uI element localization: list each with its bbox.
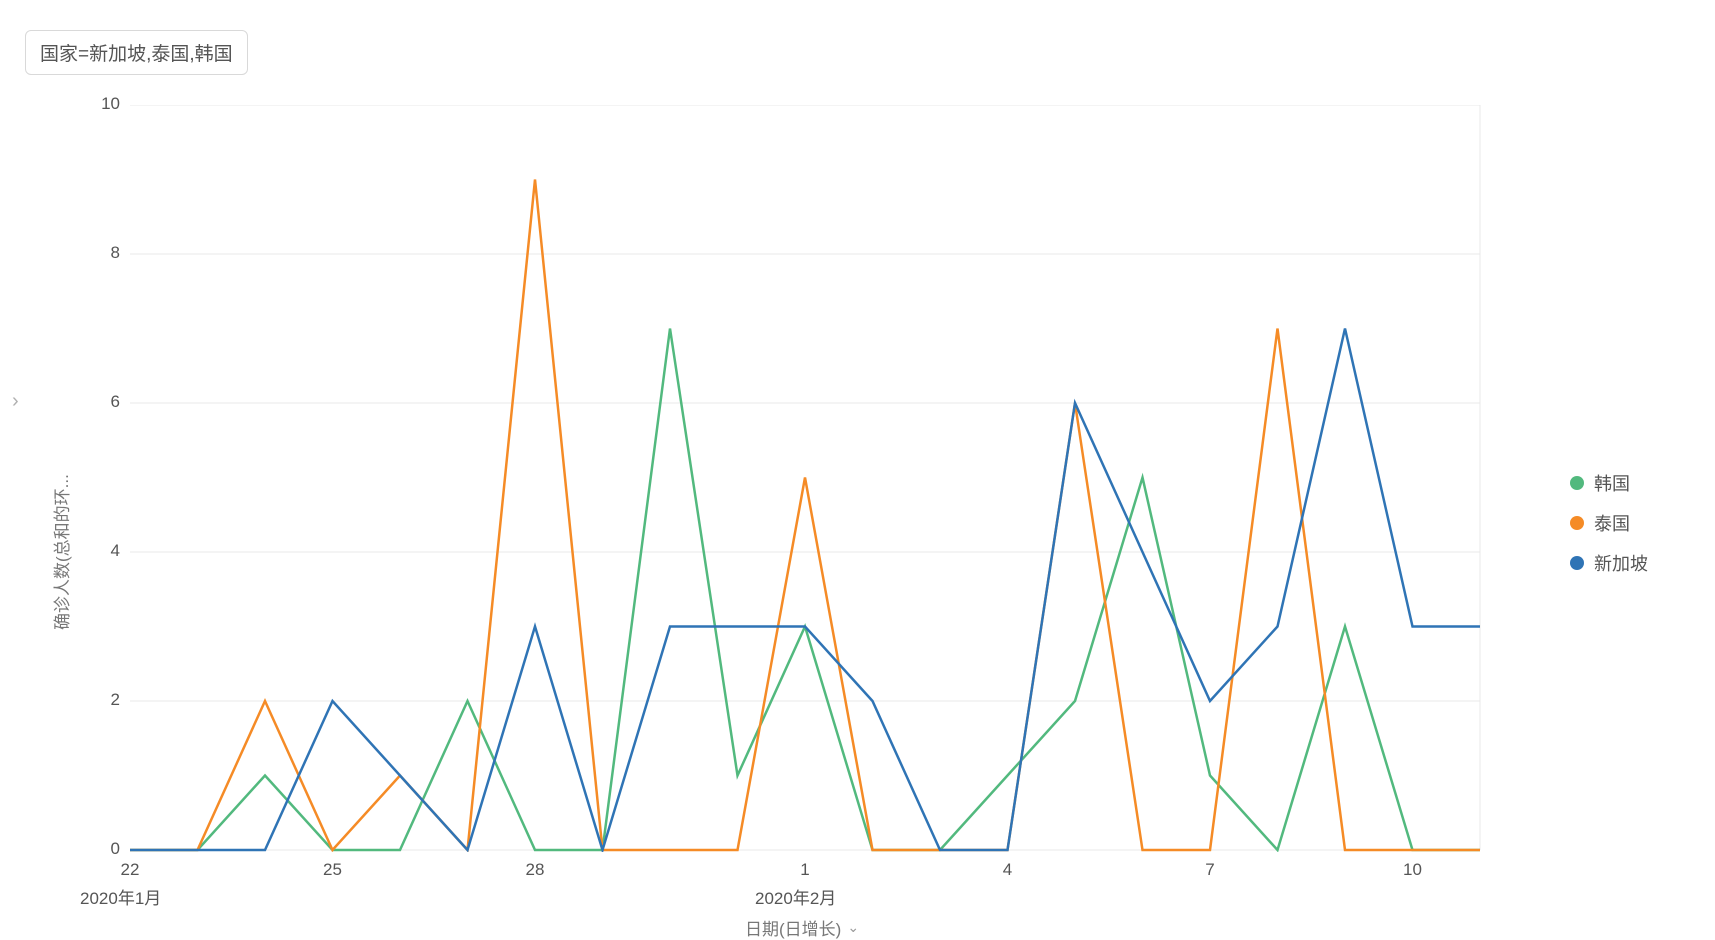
series-line-korea xyxy=(130,329,1480,851)
legend-label: 韩国 xyxy=(1594,470,1630,496)
x-tick-label: 25 xyxy=(313,860,353,880)
x-axis-label-text: 日期(日增长) xyxy=(745,915,841,940)
legend-dot-icon xyxy=(1570,556,1584,570)
legend-item-singapore[interactable]: 新加坡 xyxy=(1570,550,1648,576)
filter-pill[interactable]: 国家=新加坡,泰国,韩国 xyxy=(25,30,248,75)
legend: 韩国泰国新加坡 xyxy=(1570,470,1648,576)
legend-dot-icon xyxy=(1570,516,1584,530)
chart-plot xyxy=(130,105,1650,852)
y-axis-label[interactable]: 确诊人数(总和的环... xyxy=(48,474,73,630)
x-tick-label: 7 xyxy=(1190,860,1230,880)
y-tick-label: 2 xyxy=(111,690,120,710)
x-tick-label: 22 xyxy=(110,860,150,880)
y-tick-label: 8 xyxy=(111,243,120,263)
x-axis-label[interactable]: 日期(日增长) ⌄ xyxy=(745,915,859,940)
x-sub-label: 2020年1月 xyxy=(80,884,161,909)
x-tick-label: 10 xyxy=(1393,860,1433,880)
legend-item-korea[interactable]: 韩国 xyxy=(1570,470,1648,496)
chevron-down-icon: ⌄ xyxy=(847,919,859,936)
y-tick-label: 4 xyxy=(111,541,120,561)
legend-label: 新加坡 xyxy=(1594,550,1648,576)
series-line-singapore xyxy=(130,329,1480,851)
legend-dot-icon xyxy=(1570,476,1584,490)
x-tick-label: 1 xyxy=(785,860,825,880)
x-sub-label: 2020年2月 xyxy=(755,884,836,909)
x-tick-label: 4 xyxy=(988,860,1028,880)
filter-pill-text: 国家=新加坡,泰国,韩国 xyxy=(40,44,233,65)
chart-root: 国家=新加坡,泰国,韩国 › 确诊人数(总和的环... 日期(日增长) ⌄ 韩国… xyxy=(0,0,1715,940)
chevron-right-icon: › xyxy=(12,390,19,412)
y-tick-label: 6 xyxy=(111,392,120,412)
expand-panel-chevron-icon[interactable]: › xyxy=(12,390,19,413)
y-axis-label-text: 确诊人数(总和的环... xyxy=(53,474,72,630)
y-tick-label: 10 xyxy=(101,94,120,114)
legend-label: 泰国 xyxy=(1594,510,1630,536)
y-tick-label: 0 xyxy=(111,839,120,859)
series-line-thailand xyxy=(130,180,1480,851)
x-tick-label: 28 xyxy=(515,860,555,880)
legend-item-thailand[interactable]: 泰国 xyxy=(1570,510,1648,536)
